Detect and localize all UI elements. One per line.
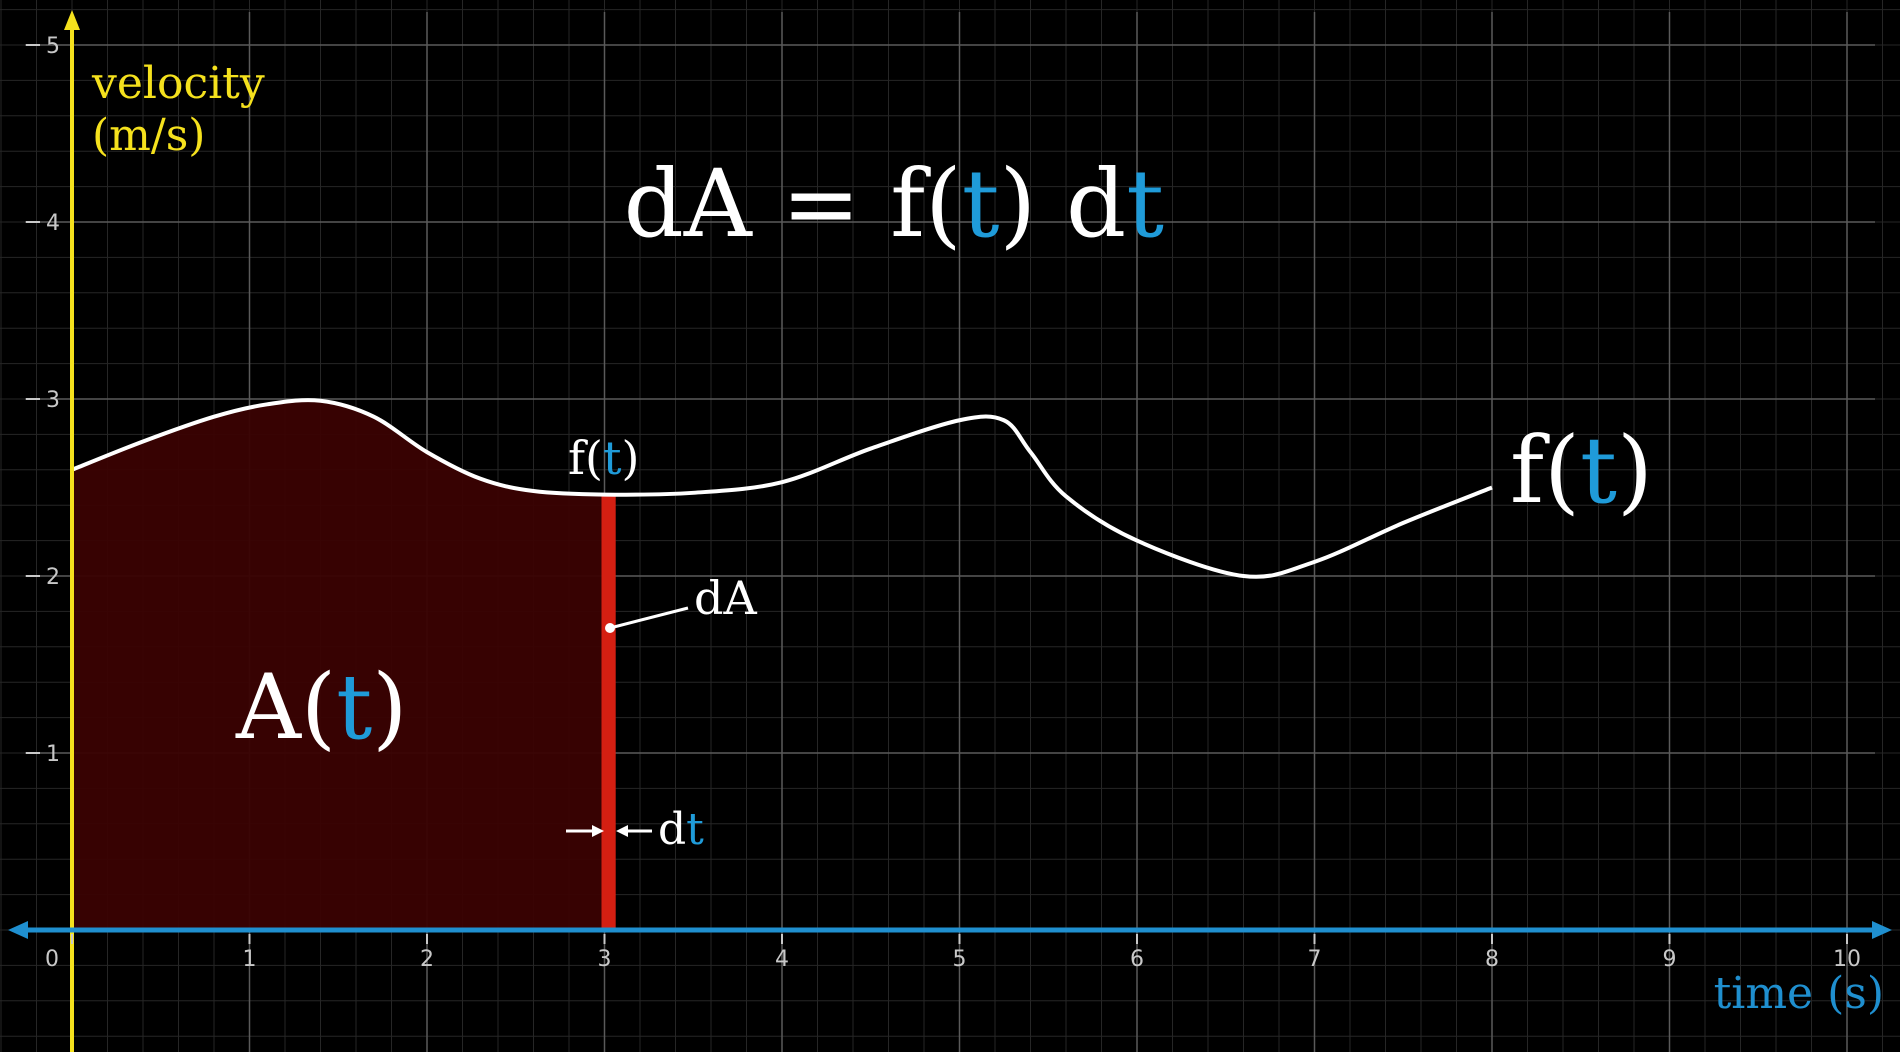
axes [8, 10, 1892, 1052]
y-tick-label: 4 [46, 211, 60, 236]
x-tick-label: 2 [420, 947, 434, 972]
x-tick-label: 7 [1308, 947, 1322, 972]
x-tick-label: 4 [775, 947, 789, 972]
y-axis-label: velocity [91, 58, 265, 109]
y-axis-arrow [64, 10, 80, 30]
tick-labels: 0 1 2 3 4 5 6 7 8 9 10 1 2 3 4 5 [26, 34, 1861, 972]
strip-label: dA [694, 571, 757, 625]
x-axis-right-arrow [1872, 921, 1892, 939]
annotations: velocity(m/s) time (s) dA = f(t) dt A(t) f(t… [91, 58, 1884, 1019]
strip-width-label: dt [658, 804, 704, 855]
x-tick-label: 6 [1130, 947, 1144, 972]
x-tick-label: 8 [1485, 947, 1499, 972]
x-tick-label: 0 [45, 947, 59, 972]
y-tick-label: 1 [46, 742, 60, 767]
strip-height-label: f(t) [568, 431, 639, 485]
area-under-curve [72, 400, 605, 930]
f-of-t-curve [71, 398, 1493, 579]
curve-label: f(t) [1510, 417, 1653, 524]
x-axis-left-arrow [8, 921, 28, 939]
x-tick-label: 9 [1663, 947, 1677, 972]
x-tick-label: 10 [1833, 947, 1861, 972]
dA-pointer-line [609, 606, 689, 630]
equation-label: dA = f(t) dt [624, 150, 1165, 259]
area-label: A(t) [235, 655, 407, 760]
x-tick-label: 1 [243, 947, 257, 972]
dt-left-arrowhead [592, 825, 604, 837]
x-tick-label: 5 [953, 947, 967, 972]
y-tick-label: 2 [46, 565, 60, 590]
y-tick-label: 3 [46, 388, 60, 413]
y-tick-label: 5 [46, 34, 60, 59]
dA-strip [601, 494, 616, 930]
y-axis-label-unit: (m/s) [92, 110, 205, 161]
dt-right-arrowhead [616, 825, 628, 837]
major-grid [25, 12, 1875, 1052]
x-axis-label: time (s) [1714, 968, 1884, 1019]
x-tick-label: 3 [598, 947, 612, 972]
